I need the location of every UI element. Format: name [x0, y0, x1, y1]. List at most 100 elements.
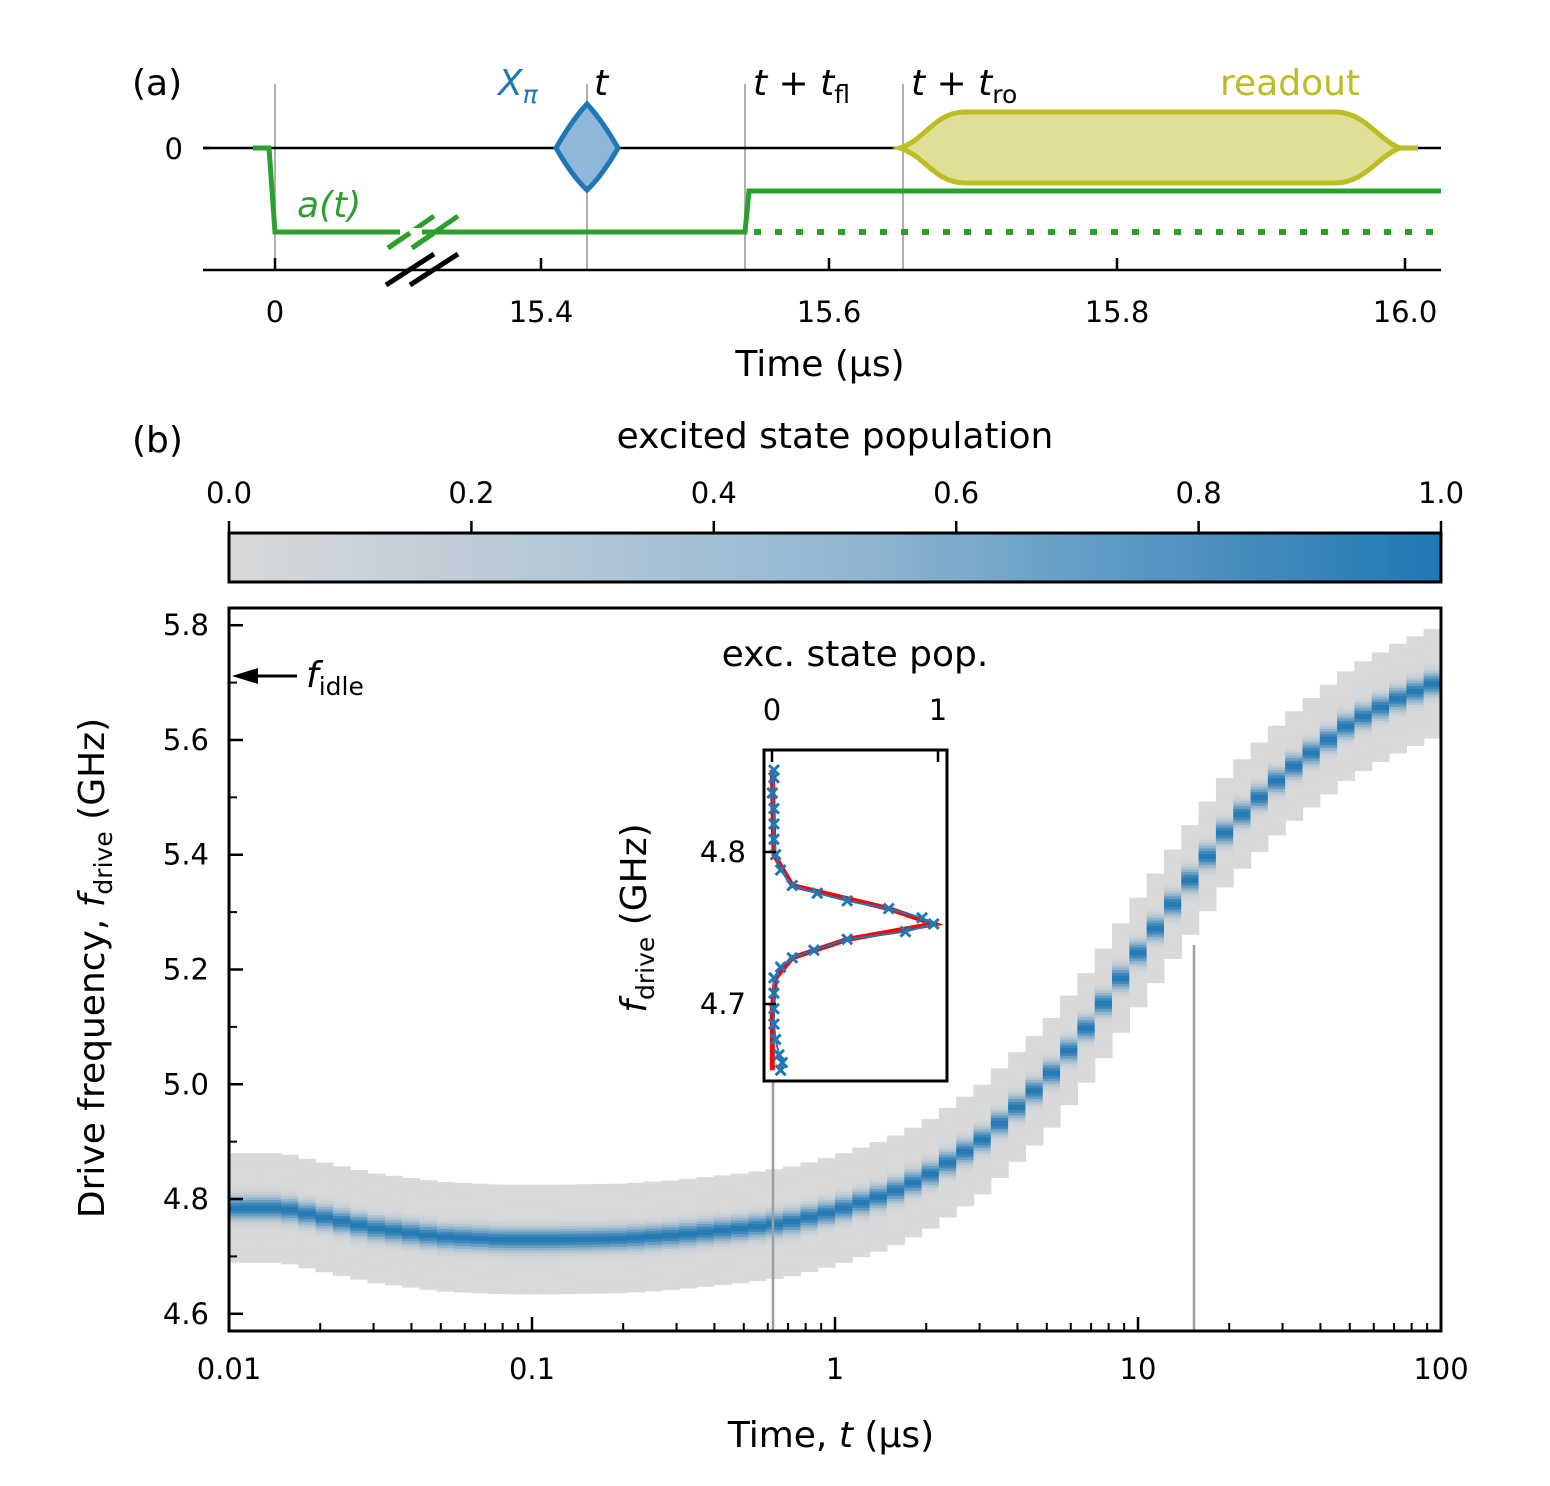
heatmap-cell	[332, 1196, 351, 1200]
heatmap-cell	[1163, 912, 1182, 916]
heatmap-cell	[1094, 997, 1113, 1001]
heatmap-cell	[713, 1229, 732, 1234]
heatmap-cell	[696, 1275, 715, 1279]
heatmap-cell	[263, 1221, 282, 1225]
heatmap-cell	[817, 1234, 836, 1238]
heatmap-cell	[1354, 751, 1373, 755]
heatmap-cell	[367, 1225, 386, 1229]
heatmap-cell	[523, 1239, 542, 1243]
heatmap-cell	[315, 1236, 334, 1240]
heatmap-cell	[1233, 832, 1252, 837]
heatmap-cell	[1060, 1077, 1078, 1081]
heatmap-cell	[1112, 996, 1130, 1001]
heatmap-cell	[1233, 761, 1252, 766]
heatmap-cell	[1389, 736, 1407, 740]
heatmap-cell	[1077, 1016, 1096, 1021]
inset-data-point	[774, 961, 787, 974]
heatmap-cell	[592, 1246, 611, 1250]
heatmap-cell	[1094, 994, 1113, 999]
heatmap-cell	[1406, 671, 1425, 676]
heatmap-cell	[713, 1180, 732, 1185]
heatmap-cell	[956, 1183, 975, 1188]
heatmap-cell	[263, 1240, 282, 1244]
heatmap-cell	[765, 1237, 784, 1241]
heatmap-cell	[609, 1213, 628, 1217]
heatmap-cell	[765, 1193, 784, 1198]
heatmap-cell	[731, 1206, 750, 1210]
heatmap-cell	[1354, 718, 1373, 722]
heatmap-cell	[540, 1228, 559, 1232]
heatmap-cell	[1025, 1074, 1044, 1078]
heatmap-cell	[696, 1250, 715, 1255]
heatmap-cell	[488, 1203, 507, 1207]
heatmap-cell	[1042, 1121, 1061, 1125]
heatmap-cell	[229, 1210, 247, 1214]
heatmap-cell	[679, 1189, 698, 1194]
heatmap-cell	[384, 1243, 403, 1248]
heatmap-cell	[609, 1183, 628, 1187]
heatmap-cell	[523, 1258, 542, 1262]
heatmap-cell	[1181, 871, 1200, 875]
heatmap-cell	[904, 1179, 923, 1183]
heatmap-cell	[384, 1219, 403, 1223]
heatmap-cell	[1354, 702, 1373, 706]
heatmap-cell	[298, 1202, 317, 1206]
heatmap-cell	[1129, 949, 1148, 953]
heatmap-cell	[1094, 1000, 1113, 1004]
heatmap-cell	[1406, 674, 1425, 678]
heatmap-cell	[540, 1217, 559, 1221]
heatmap-cell	[1198, 899, 1217, 903]
heatmap-cell	[557, 1203, 576, 1207]
heatmap-cell	[1267, 739, 1286, 743]
heatmap-cell	[575, 1189, 594, 1193]
heatmap-cell	[800, 1186, 819, 1191]
heatmap-cell	[1060, 995, 1078, 999]
heatmap-cell	[471, 1232, 490, 1237]
heatmap-cell	[731, 1179, 750, 1183]
heatmap-cell	[575, 1263, 594, 1267]
heatmap-cell	[1406, 685, 1425, 689]
heatmap-cell	[263, 1245, 282, 1250]
heatmap-cell	[956, 1126, 975, 1130]
heatmap-cell	[1025, 1123, 1044, 1127]
heatmap-cell	[661, 1207, 680, 1212]
heatmap-cell	[783, 1259, 801, 1263]
heatmap-cell	[956, 1194, 975, 1199]
heatmap-cell	[1025, 1068, 1044, 1072]
heatmap-cell	[731, 1189, 750, 1194]
heatmap-cell	[921, 1162, 940, 1166]
heatmap-cell	[1371, 706, 1390, 711]
heatmap-cell	[419, 1210, 438, 1214]
heatmap-cell	[1233, 783, 1252, 788]
heatmap-cell	[800, 1252, 819, 1256]
heatmap-cell	[1094, 1030, 1113, 1034]
heatmap-cell	[817, 1196, 836, 1200]
heatmap-cell	[1250, 758, 1269, 763]
heatmap-cell	[332, 1239, 351, 1244]
heatmap-cell	[1354, 762, 1373, 766]
heatmap-cell	[1215, 826, 1234, 831]
heatmap-cell	[921, 1187, 940, 1191]
heatmap-cell	[350, 1246, 369, 1250]
heatmap-cell	[1250, 764, 1269, 768]
heatmap-cell	[1112, 983, 1130, 987]
heatmap-cell	[783, 1210, 801, 1214]
heatmap-cell	[609, 1232, 628, 1236]
t-label: t	[594, 63, 610, 104]
heatmap-cell	[679, 1244, 698, 1248]
heatmap-cell	[938, 1124, 957, 1128]
heatmap-cell	[1285, 733, 1304, 737]
heatmap-cell	[1406, 636, 1425, 640]
heatmap-cell	[523, 1190, 542, 1194]
heatmap-cell	[1008, 1090, 1027, 1094]
heatmap-cell	[1163, 928, 1182, 932]
heatmap-cell	[1233, 808, 1252, 812]
heatmap-cell	[1371, 693, 1390, 697]
heatmap-cell	[1008, 1101, 1027, 1105]
heatmap-cell	[471, 1279, 490, 1283]
heatmap-cell	[1042, 1077, 1061, 1082]
heatmap-cell	[540, 1201, 559, 1205]
heatmap-cell	[765, 1188, 784, 1192]
a-xticks: 0 15.4 15.6 15.8 16.0	[266, 258, 1437, 329]
heatmap-cell	[1112, 925, 1130, 930]
